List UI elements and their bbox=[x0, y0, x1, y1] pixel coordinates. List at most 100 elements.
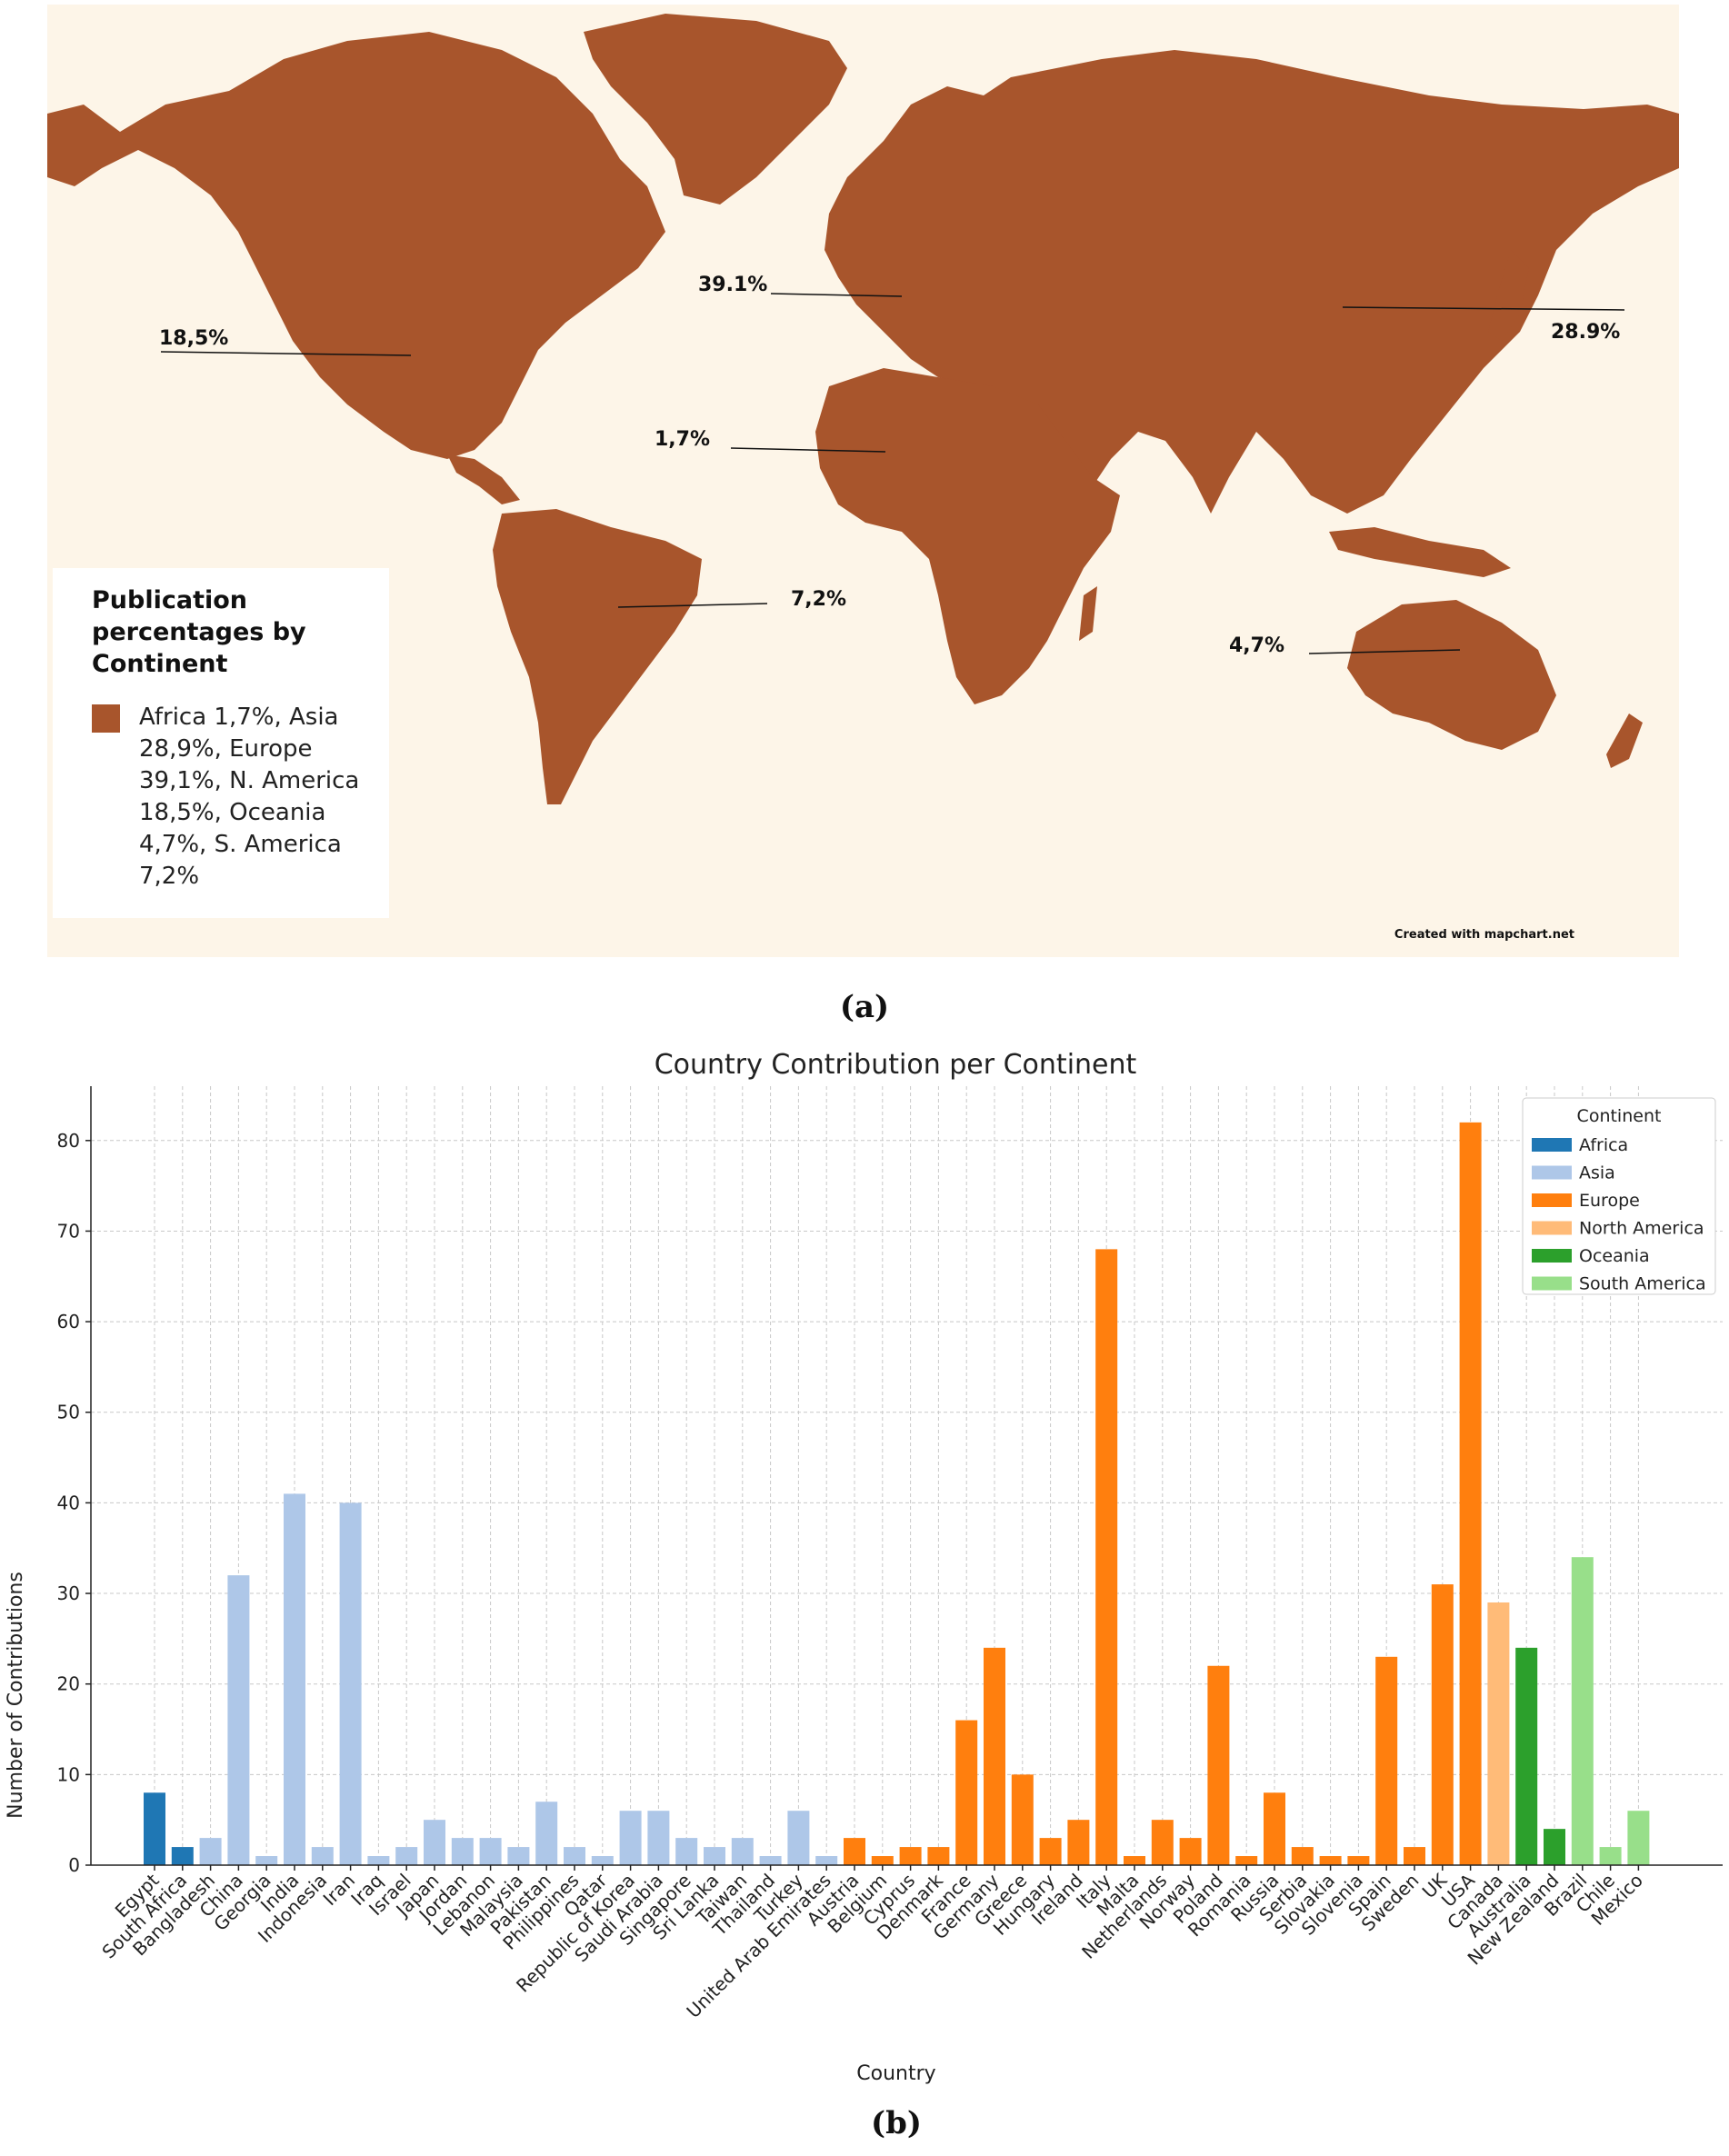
north-america-shape bbox=[47, 32, 665, 459]
japan-shape bbox=[1488, 250, 1529, 341]
world-map bbox=[47, 14, 1679, 804]
bar-italy bbox=[1095, 1249, 1118, 1865]
legend-title: Continent bbox=[1577, 1106, 1662, 1126]
bar-singapore bbox=[675, 1838, 698, 1865]
bar-canada bbox=[1487, 1602, 1510, 1865]
panel-b-label: (b) bbox=[871, 2105, 922, 2141]
bar-chile bbox=[1599, 1847, 1622, 1865]
bar-philippines bbox=[564, 1847, 585, 1865]
panel-a-label: (a) bbox=[839, 989, 890, 1025]
legend-swatch bbox=[1532, 1276, 1572, 1291]
greenland-shape bbox=[584, 14, 847, 205]
bar-australia bbox=[1515, 1647, 1538, 1865]
map-legend: Publication percentages by Continent Afr… bbox=[53, 568, 389, 918]
australia-shape bbox=[1347, 600, 1556, 750]
chart-title: Country Contribution per Continent bbox=[655, 1049, 1137, 1081]
world-map-panel: 18,5% 39.1% 28.9% 1,7% 7,2% 4,7% Publica… bbox=[47, 5, 1679, 957]
central-america-shape bbox=[447, 454, 520, 504]
bar-sri-lanka bbox=[704, 1847, 725, 1865]
bar-france bbox=[955, 1720, 978, 1865]
bar-usa bbox=[1459, 1122, 1482, 1865]
bar-spain bbox=[1375, 1656, 1398, 1865]
y-tick-label: 30 bbox=[57, 1582, 80, 1604]
bar-india bbox=[284, 1493, 305, 1865]
europe-leader-line bbox=[770, 293, 903, 297]
bar-ireland bbox=[1067, 1820, 1090, 1865]
bar-brazil bbox=[1571, 1557, 1594, 1865]
south-america-shape bbox=[493, 509, 702, 804]
new-zealand-shape bbox=[1606, 714, 1643, 768]
y-tick-label: 0 bbox=[68, 1854, 80, 1876]
bar-cyprus bbox=[899, 1847, 922, 1865]
legend-swatch bbox=[1532, 1193, 1572, 1207]
bar-bangladesh bbox=[199, 1838, 222, 1865]
oceania-percent-label: 4,7% bbox=[1229, 634, 1285, 657]
south-america-leader-line bbox=[617, 603, 768, 608]
legend-entry-label: Oceania bbox=[1579, 1246, 1650, 1266]
bar-denmark bbox=[927, 1847, 950, 1865]
legend-entry-label: Europe bbox=[1579, 1191, 1640, 1211]
y-tick-label: 20 bbox=[57, 1673, 80, 1695]
south-america-percent-label: 7,2% bbox=[791, 588, 847, 611]
europe-percent-label: 39.1% bbox=[698, 274, 768, 296]
y-tick-label: 80 bbox=[57, 1130, 80, 1152]
y-tick-label: 10 bbox=[57, 1763, 80, 1785]
legend-entry-label: North America bbox=[1579, 1219, 1704, 1239]
north-america-leader-line bbox=[160, 351, 412, 356]
bar-iran bbox=[339, 1502, 362, 1865]
bar-saudi-arabia bbox=[647, 1811, 670, 1865]
bar-taiwan bbox=[731, 1838, 754, 1865]
bar-germany bbox=[984, 1647, 1005, 1865]
bar-georgia bbox=[255, 1856, 278, 1865]
bar-jordan bbox=[451, 1838, 474, 1865]
africa-shape bbox=[815, 368, 1120, 704]
map-legend-text: Africa 1,7%, Asia 28,9%, Europe 39,1%, N… bbox=[139, 704, 360, 890]
y-tick-label: 40 bbox=[57, 1492, 80, 1513]
indonesia-shape bbox=[1329, 527, 1511, 577]
bar-romania bbox=[1235, 1856, 1258, 1865]
bar-malaysia bbox=[507, 1847, 530, 1865]
legend-entry-label: South America bbox=[1579, 1274, 1706, 1294]
asia-leader-line bbox=[1342, 306, 1625, 311]
y-tick-labels: 0 10 20 30 40 50 60 70 80 bbox=[57, 1130, 80, 1876]
y-tick-label: 70 bbox=[57, 1220, 80, 1242]
bar-hungary bbox=[1039, 1838, 1062, 1865]
chart-axes bbox=[85, 1086, 1723, 1871]
bar-poland bbox=[1207, 1665, 1230, 1865]
madagascar-shape bbox=[1079, 586, 1097, 641]
bar-indonesia bbox=[311, 1847, 334, 1865]
bar-united-arab-emirates bbox=[815, 1856, 838, 1865]
bar-qatar bbox=[591, 1856, 614, 1865]
eurasia-shape bbox=[825, 50, 1679, 514]
bar-uk bbox=[1431, 1584, 1454, 1865]
map-legend-swatch bbox=[92, 704, 120, 733]
bar-egypt bbox=[144, 1792, 165, 1865]
bar-malta bbox=[1124, 1856, 1145, 1865]
bar-new-zealand bbox=[1544, 1829, 1565, 1865]
bar-serbia bbox=[1291, 1847, 1314, 1865]
bar-mexico bbox=[1627, 1811, 1650, 1865]
bar-turkey bbox=[787, 1811, 810, 1865]
north-america-percent-label: 18,5% bbox=[159, 327, 229, 350]
bar-sweden bbox=[1404, 1847, 1425, 1865]
legend-swatch bbox=[1532, 1138, 1572, 1152]
bar-japan bbox=[424, 1820, 445, 1865]
bar-china bbox=[227, 1575, 250, 1865]
legend-swatch bbox=[1532, 1221, 1572, 1235]
africa-percent-label: 1,7% bbox=[655, 428, 711, 451]
y-tick-label: 50 bbox=[57, 1402, 80, 1423]
bar-greece bbox=[1011, 1774, 1034, 1865]
bar-lebanon bbox=[479, 1838, 502, 1865]
bar-south-africa bbox=[171, 1847, 194, 1865]
bar-republic-of-korea bbox=[619, 1811, 642, 1865]
y-tick-label: 60 bbox=[57, 1311, 80, 1333]
map-credit: Created with mapchart.net bbox=[1394, 928, 1574, 942]
bar-chart: Country Contribution per Continent 0 10 20… bbox=[5, 1049, 1723, 2085]
chart-legend: Continent Africa Asia Europe North America Oc… bbox=[1522, 1097, 1716, 1295]
bar-belgium bbox=[871, 1856, 894, 1865]
legend-entry-label: Africa bbox=[1579, 1135, 1628, 1155]
bar-pakistan bbox=[535, 1802, 558, 1865]
oceania-leader-line bbox=[1308, 649, 1461, 654]
y-axis-title: Number of Contributions bbox=[5, 1572, 27, 1819]
